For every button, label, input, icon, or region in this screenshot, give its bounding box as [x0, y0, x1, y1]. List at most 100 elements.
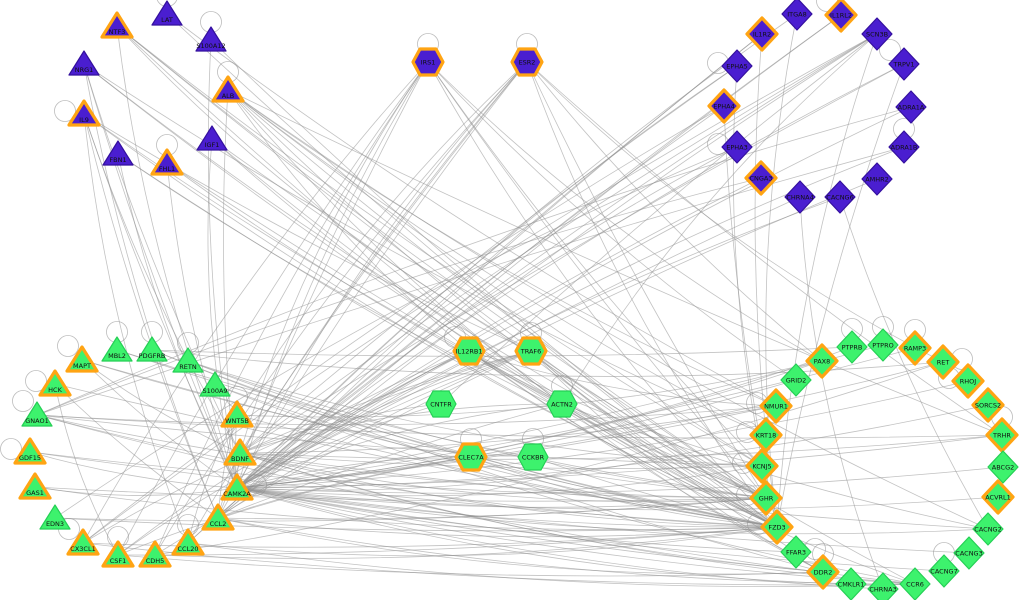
node-MAPT[interactable]: MAPT [65, 345, 99, 373]
graph-edge [530, 350, 916, 585]
graph-edge [839, 196, 989, 530]
node-NTF3[interactable]: NTF3 [100, 11, 134, 39]
diamond-node-shape [760, 509, 794, 545]
node-IL12RB1[interactable]: IL12RB1 [452, 336, 486, 366]
graph-edge [227, 89, 989, 530]
graph-edge [236, 414, 778, 528]
node-ACVRL1[interactable]: ACVRL1 [981, 479, 1015, 515]
graph-edge [81, 359, 238, 489]
self-loop-edge [0, 438, 22, 460]
diamond-node-shape [899, 567, 931, 600]
diamond-node-shape [867, 572, 899, 600]
self-loop-edge [245, 474, 267, 496]
graph-edge [236, 196, 801, 489]
node-CCKBR[interactable]: CCKBR [517, 443, 549, 471]
node-ACTN2[interactable]: ACTN2 [546, 390, 578, 418]
node-CLEC7A[interactable]: CLEC7A [454, 442, 488, 472]
node-PTPRB[interactable]: PTPRB [836, 330, 868, 364]
node-NRG1[interactable]: NRG1 [68, 50, 100, 76]
node-LAT[interactable]: LAT [151, 0, 183, 26]
node-PTPRO[interactable]: PTPRO [867, 328, 899, 362]
diamond-node-shape [985, 417, 1019, 453]
diamond-node-shape [835, 567, 867, 600]
diamond-node-shape [928, 554, 960, 588]
triangle-node-shape [172, 347, 204, 373]
graph-edge [83, 63, 238, 489]
graph-edge [227, 89, 470, 352]
node-ADRA1A[interactable]: ADRA1A [895, 90, 927, 124]
node-FHL1[interactable]: FHL1 [150, 148, 184, 176]
node-ABCG2[interactable]: ABCG2 [987, 450, 1019, 484]
graph-edge [468, 350, 824, 573]
graph-edge [154, 61, 528, 556]
node-CMKLR1[interactable]: CMKLR1 [835, 567, 867, 600]
node-PAX8[interactable]: PAX8 [805, 343, 839, 379]
graph-edge [236, 346, 853, 489]
diamond-node-shape [824, 0, 858, 33]
node-GNAO1[interactable]: GNAO1 [21, 401, 53, 427]
node-RET[interactable]: RET [926, 344, 960, 380]
node-RHOJ[interactable]: RHOJ [951, 363, 985, 399]
node-MBL2[interactable]: MBL2 [101, 336, 133, 362]
triangle-node-shape [68, 50, 100, 76]
node-RAMP3[interactable]: RAMP3 [898, 330, 932, 366]
diamond-node-shape [898, 330, 932, 366]
graph-edge [207, 138, 238, 489]
graph-edge [187, 61, 528, 544]
node-CACNG2[interactable]: CACNG2 [972, 512, 1004, 546]
node-IRS1[interactable]: IRS1 [411, 47, 445, 77]
graph-edge [154, 361, 944, 556]
node-CNTFR[interactable]: CNTFR [425, 390, 457, 418]
node-TRAF6[interactable]: TRAF6 [514, 336, 548, 366]
node-NMUR1[interactable]: NMUR1 [759, 388, 793, 424]
graph-edge [239, 350, 532, 454]
triangle-node-shape [13, 437, 47, 465]
node-CX3CL1[interactable]: CX3CL1 [66, 528, 100, 556]
node-SCN3B[interactable]: SCN3B [861, 17, 893, 51]
graph-edge [227, 89, 1003, 436]
node-CCR6[interactable]: CCR6 [899, 567, 931, 600]
graph-edge [211, 138, 563, 405]
node-CACNG6[interactable]: CACNG6 [824, 180, 856, 214]
graph-edge [530, 350, 824, 573]
graph-edge [239, 452, 989, 530]
node-EPHA5[interactable]: EPHA5 [721, 49, 753, 83]
graph-edge [239, 63, 905, 454]
node-EDN3[interactable]: EDN3 [39, 504, 71, 530]
graph-edge [82, 105, 725, 544]
graph-edge [54, 517, 778, 532]
node-CACNG3[interactable]: CACNG3 [953, 536, 985, 570]
node-TRPV1[interactable]: TRPV1 [888, 47, 920, 81]
node-GAS1[interactable]: GAS1 [18, 472, 52, 500]
graph-edge [116, 25, 238, 489]
node-SORCS2[interactable]: SORCS2 [971, 387, 1005, 423]
edges-layer [29, 13, 1004, 590]
node-ADRA1B[interactable]: ADRA1B [888, 130, 920, 164]
node-CNGA3[interactable]: CNGA3 [744, 160, 778, 196]
graph-edge [83, 63, 219, 519]
node-PDGFRB[interactable]: PDGFRB [136, 336, 168, 362]
triangle-node-shape [223, 438, 257, 466]
node-IL1RL2[interactable]: IL1RL2 [824, 0, 858, 33]
node-ITGA8[interactable]: ITGA8 [781, 0, 813, 31]
graph-edge [36, 414, 1003, 439]
triangle-node-shape [101, 336, 133, 362]
graph-edge [217, 497, 767, 520]
graph-edge [54, 383, 219, 519]
graph-edge [236, 13, 798, 489]
graph-edge [154, 526, 778, 559]
diamond-node-shape [749, 417, 783, 453]
node-CHRNA3[interactable]: CHRNA3 [867, 572, 899, 600]
node-ESR2[interactable]: ESR2 [510, 47, 544, 77]
graph-edge [187, 360, 763, 467]
node-AMHR2[interactable]: AMHR2 [861, 162, 893, 196]
graph-edge [239, 403, 442, 454]
graph-edge [468, 350, 777, 407]
diamond-node-shape [759, 388, 793, 424]
graph-edge [81, 359, 778, 528]
node-IL1R2[interactable]: IL1R2 [745, 16, 779, 52]
node-CACNG7[interactable]: CACNG7 [928, 554, 960, 588]
graph-edge [29, 451, 778, 528]
node-TRHR[interactable]: TRHR [985, 417, 1019, 453]
self-loop-edge [879, 39, 901, 61]
